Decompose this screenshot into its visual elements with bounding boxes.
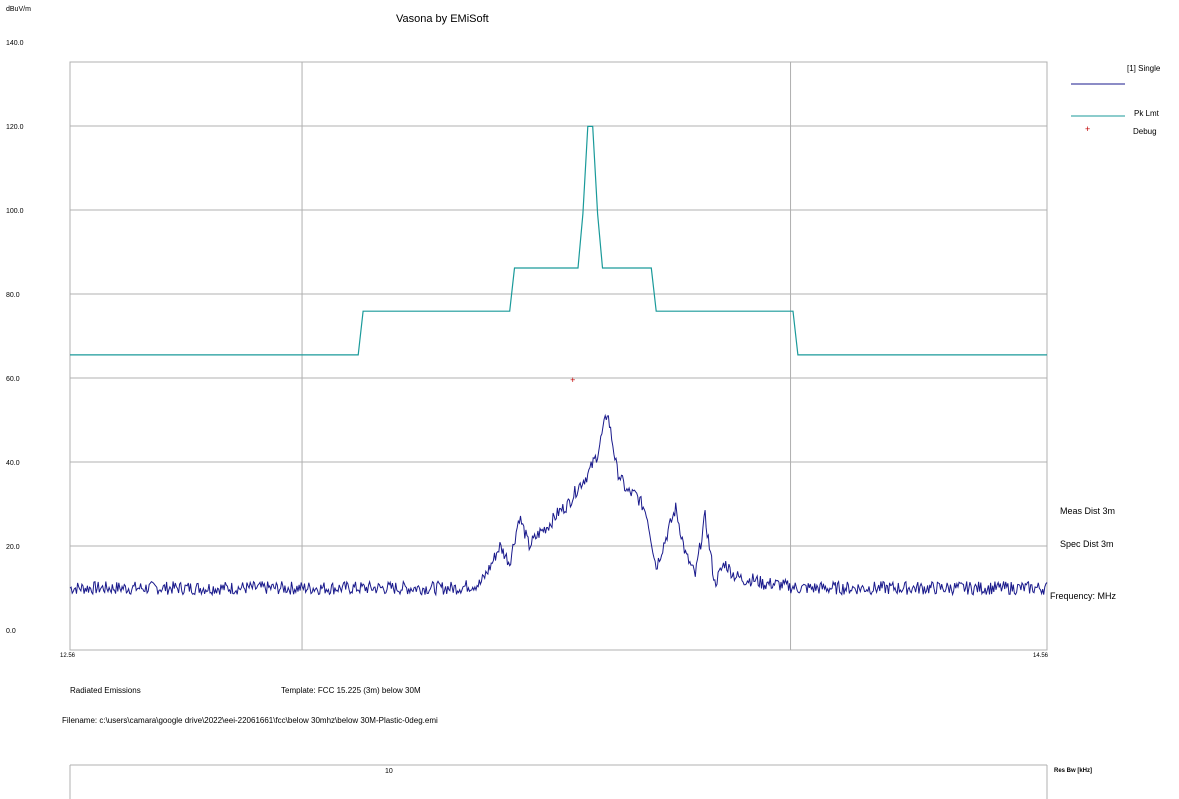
rbw-label: Res Bw [kHz] (1054, 768, 1093, 774)
frequency-axis-label: Frequency: MHz (1050, 591, 1117, 601)
chart-title: Vasona by EMiSoft (396, 13, 489, 25)
series-lines: + (69, 125, 1048, 597)
y-tick-label: 140.0 (6, 40, 24, 47)
y-tick-label: 120.0 (6, 124, 24, 131)
y-tick-label: 40.0 (6, 460, 20, 467)
legend-single: [1] Single (1127, 64, 1161, 73)
meas-dist-label: Meas Dist 3m (1060, 506, 1116, 516)
y-tick-label: 20.0 (6, 544, 20, 551)
y-tick-labels: 0.0 20.0 40.0 60.0 80.0 100.0 120.0 140.0 (6, 40, 24, 635)
template-label: Template: FCC 15.225 (3m) below 30M (281, 686, 421, 695)
series-pk-lmt (70, 125, 1047, 356)
x-tick-label: 12.56 (60, 653, 76, 659)
legend-debug-marker: + (1085, 124, 1091, 134)
test-name: Radiated Emissions (70, 686, 141, 695)
y-tick-label: 80.0 (6, 292, 20, 299)
spec-dist-label: Spec Dist 3m (1060, 539, 1114, 549)
series-single (69, 413, 1048, 597)
x-tick-label: 14.56 (1033, 653, 1049, 659)
y-axis-units: dBuV/m (6, 6, 31, 13)
rbw-value: 10 (385, 768, 393, 775)
y-tick-label: 0.0 (6, 628, 16, 635)
legend-swatches (1071, 83, 1125, 117)
grid (69, 61, 1048, 651)
y-tick-label: 100.0 (6, 208, 24, 215)
debug-point: + (570, 375, 575, 385)
filename-label: Filename: c:\users\camara\google drive\2… (62, 716, 438, 725)
rbw-panel (69, 764, 1048, 799)
legend-pk-lmt: Pk Lmt (1134, 109, 1159, 118)
legend-debug: Debug (1133, 127, 1157, 136)
x-tick-labels: 12.56 14.56 (60, 653, 1049, 659)
plot-frame (69, 61, 1048, 651)
y-tick-label: 60.0 (6, 376, 20, 383)
